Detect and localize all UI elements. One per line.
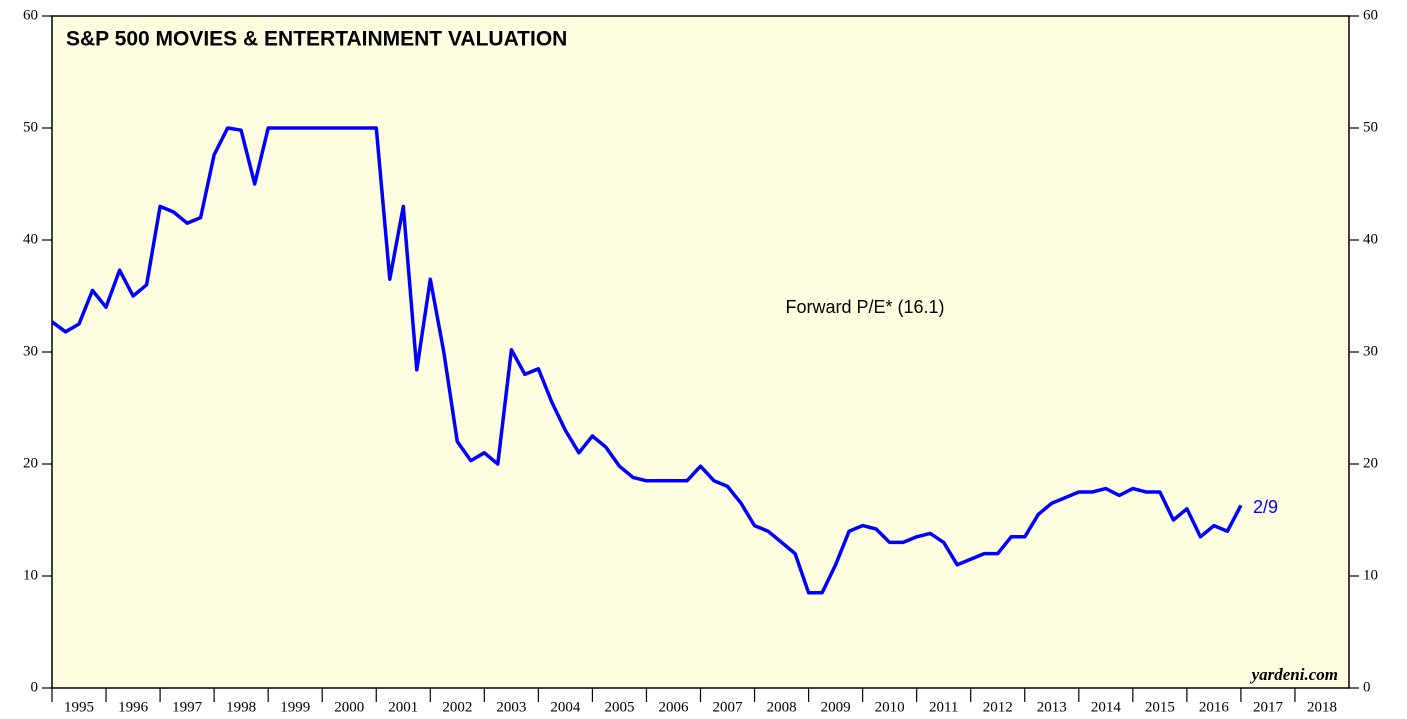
x-tick-label: 2011 (929, 699, 958, 715)
y-tick-label: 20 (23, 455, 38, 471)
x-tick-label: 2015 (1145, 699, 1175, 715)
x-tick-label: 2017 (1253, 699, 1284, 715)
x-tick-label: 2006 (658, 699, 689, 715)
plot-area (51, 15, 1350, 689)
x-tick-label: 1996 (118, 699, 149, 715)
y-tick-label: 0 (31, 679, 39, 695)
y2-tick-label: 30 (1363, 343, 1378, 359)
y-tick-label: 60 (23, 7, 38, 23)
y2-tick-label: 10 (1363, 567, 1378, 583)
x-tick-label: 2018 (1307, 699, 1337, 715)
y-tick-label: 50 (23, 119, 38, 135)
x-tick-label: 1998 (226, 699, 256, 715)
series-line (50, 126, 1243, 595)
y-tick-label: 40 (23, 231, 38, 247)
x-tick-label: 2010 (875, 699, 905, 715)
x-tick-label: 2013 (1037, 699, 1067, 715)
x-tick-label: 2008 (767, 699, 797, 715)
y2-tick-label: 50 (1363, 119, 1378, 135)
annotation: Forward P/E* (16.1) (785, 297, 944, 317)
source: yardeni.com (1250, 665, 1338, 684)
y-tick-label: 30 (23, 343, 38, 359)
x-tick-label: 2012 (983, 699, 1013, 715)
end-label: 2/9 (1253, 497, 1278, 517)
x-tick-label: 2014 (1091, 699, 1122, 715)
y2-tick-label: 40 (1363, 231, 1378, 247)
y2-tick-label: 60 (1363, 7, 1378, 23)
x-tick-label: 1999 (280, 699, 310, 715)
x-tick-label: 2007 (713, 699, 744, 715)
x-tick-label: 2002 (442, 699, 472, 715)
x-tick-label: 2003 (496, 699, 526, 715)
x-tick-label: 2004 (550, 699, 581, 715)
x-tick-label: 2000 (334, 699, 364, 715)
y2-tick-label: 20 (1363, 455, 1378, 471)
x-tick-label: 2005 (604, 699, 634, 715)
chart-title: S&P 500 MOVIES & ENTERTAINMENT VALUATION (66, 28, 567, 51)
y2-tick-label: 0 (1363, 679, 1371, 695)
x-tick-label: 2009 (821, 699, 851, 715)
x-tick-label: 1997 (172, 699, 203, 715)
x-tick-label: 2001 (388, 699, 418, 715)
y-tick-label: 10 (23, 567, 38, 583)
x-tick-label: 1995 (64, 699, 94, 715)
x-tick-label: 2016 (1199, 699, 1230, 715)
